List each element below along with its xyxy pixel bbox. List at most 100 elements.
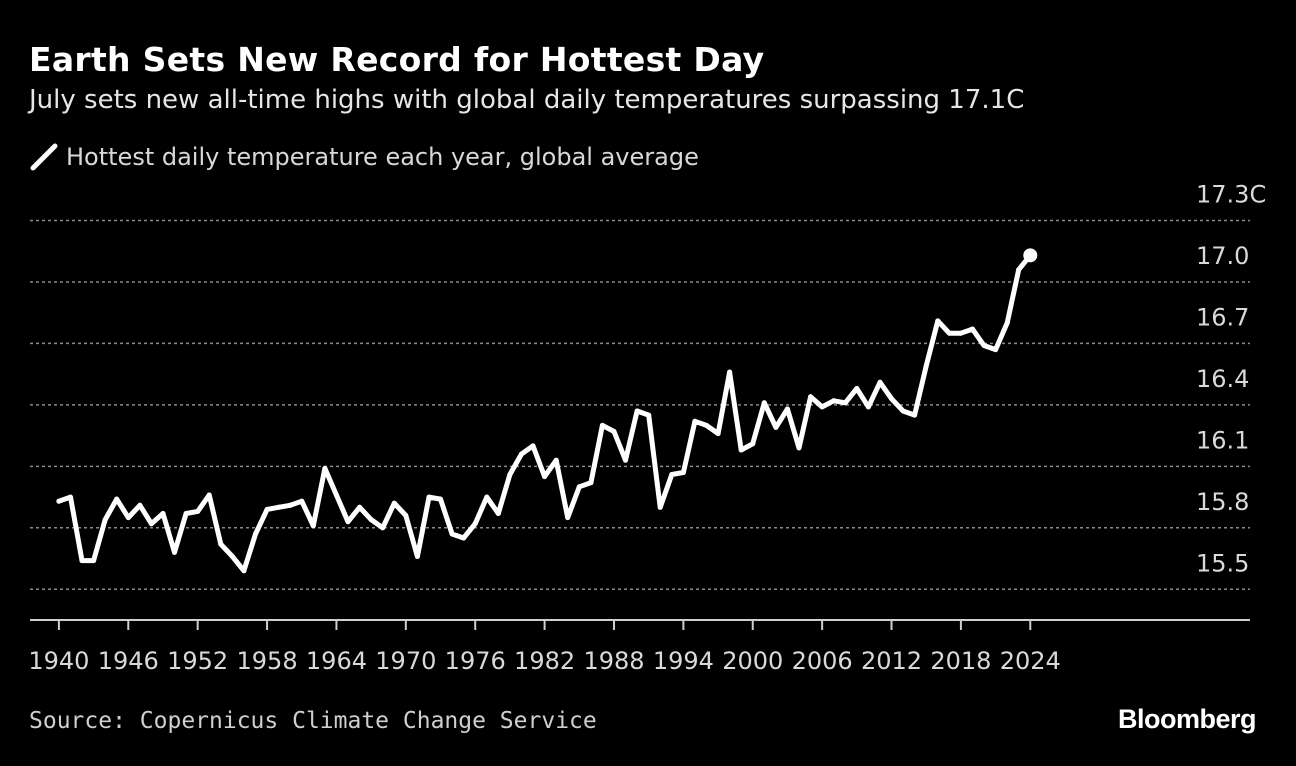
data-point xyxy=(299,498,305,504)
data-point xyxy=(102,517,108,523)
x-tick-label: 2012 xyxy=(861,647,922,675)
data-point xyxy=(472,521,478,527)
data-point xyxy=(206,492,212,498)
legend: Hottest daily temperature each year, glo… xyxy=(30,143,699,171)
data-point xyxy=(276,504,282,510)
data-point xyxy=(831,398,837,404)
y-tick-label: 15.5 xyxy=(1196,549,1249,577)
data-point xyxy=(715,431,721,437)
series-layer xyxy=(56,248,1038,574)
data-point xyxy=(484,494,490,500)
source-note: Source: Copernicus Climate Change Servic… xyxy=(29,708,597,734)
y-tick-label: 17.3C xyxy=(1196,180,1266,208)
data-point xyxy=(519,451,524,457)
y-tick-label: 17.0 xyxy=(1196,242,1249,270)
data-point xyxy=(241,568,247,574)
x-tick-label: 1940 xyxy=(28,647,89,675)
legend-label: Hottest daily temperature each year, glo… xyxy=(66,143,699,171)
data-point xyxy=(819,404,825,410)
data-point xyxy=(357,504,363,510)
data-point xyxy=(68,494,73,500)
grid-lines xyxy=(30,219,1250,591)
y-axis-labels: 15.5 15.8 16.1 16.4 16.7 17.0 17.3C xyxy=(1196,180,1266,577)
chart-subtitle: July sets new all-time highs with global… xyxy=(29,85,1025,115)
x-tick-label: 1946 xyxy=(98,647,159,675)
data-point xyxy=(322,465,328,471)
data-point xyxy=(368,517,374,523)
x-tick-label: 1982 xyxy=(514,647,575,675)
data-point xyxy=(195,508,201,514)
data-point xyxy=(796,445,802,451)
data-point xyxy=(993,347,999,353)
data-point xyxy=(426,494,432,500)
data-point xyxy=(333,492,339,498)
data-point xyxy=(854,386,860,391)
data-point xyxy=(958,330,964,336)
data-point xyxy=(125,515,131,521)
data-point xyxy=(773,424,779,430)
endpoint-marker xyxy=(1023,248,1038,263)
data-point xyxy=(91,558,97,564)
data-point xyxy=(114,496,120,502)
data-point xyxy=(680,470,686,475)
data-point xyxy=(981,343,987,348)
data-point xyxy=(611,429,617,434)
x-axis-labels: 1940 1946 1952 1958 1964 1970 1976 1982 1988 1994… xyxy=(28,647,1060,675)
data-point xyxy=(542,474,548,480)
data-point xyxy=(1016,267,1022,273)
data-point xyxy=(137,502,143,508)
x-tick-label: 1976 xyxy=(445,647,506,675)
x-tick-label: 1994 xyxy=(653,647,714,675)
data-point xyxy=(669,472,675,477)
data-point xyxy=(264,506,270,512)
data-point xyxy=(727,369,733,375)
x-tick-label: 2006 xyxy=(792,647,853,675)
data-point xyxy=(599,422,605,428)
data-point xyxy=(414,554,420,559)
data-point xyxy=(495,511,501,516)
data-point xyxy=(183,511,189,516)
data-point xyxy=(1004,320,1010,326)
x-tick-label: 1958 xyxy=(237,647,298,675)
legend-line-icon xyxy=(30,143,58,171)
data-point xyxy=(461,535,467,541)
data-point xyxy=(380,525,386,531)
data-point xyxy=(808,394,814,400)
data-point xyxy=(507,472,513,477)
x-axis xyxy=(30,619,1250,630)
data-point xyxy=(750,441,756,447)
data-point xyxy=(56,498,62,504)
data-point xyxy=(438,496,443,502)
data-point xyxy=(218,541,224,547)
data-point xyxy=(565,515,571,521)
data-point xyxy=(970,326,975,332)
data-point xyxy=(345,519,351,525)
data-point xyxy=(646,412,652,418)
data-point xyxy=(253,531,258,537)
data-point xyxy=(553,457,559,463)
data-point xyxy=(704,422,709,428)
x-tick-label: 2024 xyxy=(1000,647,1061,675)
data-point xyxy=(623,457,628,463)
x-tick-label: 1970 xyxy=(375,647,436,675)
data-point xyxy=(889,396,894,402)
data-point xyxy=(229,554,235,559)
data-point xyxy=(946,330,952,336)
x-tick-label: 1964 xyxy=(306,647,367,675)
data-point xyxy=(588,480,594,486)
x-tick-label: 2000 xyxy=(722,647,783,675)
data-point xyxy=(160,511,166,516)
data-point xyxy=(449,531,455,537)
data-point xyxy=(912,412,918,418)
data-point xyxy=(79,558,85,564)
data-point xyxy=(877,379,883,385)
data-point xyxy=(842,400,848,406)
y-tick-label: 16.4 xyxy=(1196,365,1249,393)
x-tick-label: 1988 xyxy=(583,647,644,675)
data-point xyxy=(738,447,744,453)
chart-title: Earth Sets New Record for Hottest Day xyxy=(29,40,765,79)
data-point xyxy=(935,318,941,324)
y-tick-label: 16.7 xyxy=(1196,303,1249,331)
data-point xyxy=(784,406,790,412)
data-point xyxy=(148,521,154,527)
